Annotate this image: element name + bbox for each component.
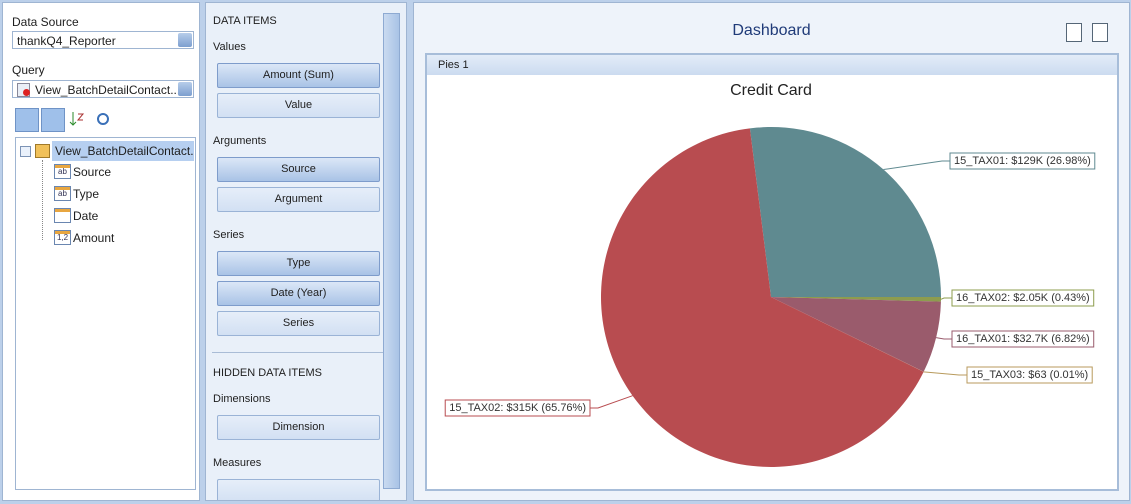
section-label: Measures — [213, 457, 262, 469]
data-label: 16_TAX01: $32.7K (6.82%) — [956, 333, 1090, 345]
leader-line — [923, 371, 967, 376]
collapse-toggle[interactable] — [20, 146, 31, 157]
slice-label: 15_TAX02: $315K (65.76%) — [444, 395, 633, 417]
data-label: 15_TAX01: $129K (26.98%) — [954, 155, 1091, 167]
section-label: Dimensions — [213, 393, 271, 405]
tree-root[interactable]: View_BatchDetailContact... — [52, 141, 194, 161]
toolbar-button[interactable] — [15, 108, 39, 132]
query-combo[interactable]: View_BatchDetailContact... — [12, 80, 194, 98]
slice-label: 16_TAX02: $2.05K (0.43%) — [940, 289, 1095, 307]
data-label: 15_TAX03: $63 (0.01%) — [971, 369, 1088, 381]
combo-text: thankQ4_Reporter — [17, 34, 116, 48]
panel-title: HIDDEN DATA ITEMS — [213, 367, 322, 379]
pie-slice — [749, 127, 941, 297]
dashboard-title: Dashboard — [732, 22, 811, 39]
label: Data Source — [12, 15, 79, 29]
data-label: 15_TAX02: $315K (65.76%) — [449, 402, 586, 414]
sort-button[interactable] — [69, 111, 85, 127]
item-caption: Pies 1 — [427, 55, 1117, 75]
scrollbar[interactable] — [383, 13, 400, 489]
field-icon: 1,2 — [54, 230, 71, 245]
data-item-placeholder[interactable] — [217, 479, 380, 500]
field-icon: ab — [54, 186, 71, 201]
slice-label: 16_TAX01: $32.7K (6.82%) — [935, 330, 1095, 348]
leader-line — [935, 337, 952, 340]
dropdown-button[interactable] — [178, 82, 192, 96]
data-item[interactable]: Source — [217, 157, 380, 182]
data-item[interactable]: Date (Year) — [217, 281, 380, 306]
dropdown-button[interactable] — [178, 33, 192, 47]
data-item-placeholder[interactable]: Series — [217, 311, 380, 336]
combo-text: View_BatchDetailContact... — [35, 83, 181, 97]
tree-field[interactable]: Date — [73, 209, 99, 223]
data-items-panel: DATA ITEMS Values Amount (Sum) Value Arg… — [205, 2, 407, 501]
tree-line — [42, 160, 44, 240]
tree: View_BatchDetailContact... — [15, 137, 196, 490]
data-item-placeholder[interactable]: Argument — [217, 187, 380, 212]
section-label: Series — [213, 229, 245, 241]
chart-title: Credit Card — [730, 82, 812, 99]
panel-title: DATA ITEMS — [213, 15, 277, 27]
section-label: Values — [213, 41, 246, 53]
export-button[interactable] — [1066, 23, 1082, 42]
refresh-button[interactable] — [95, 111, 111, 127]
table-icon — [35, 144, 50, 158]
data-source-combo[interactable]: thankQ4_Reporter — [12, 31, 194, 49]
separator — [212, 352, 400, 353]
pie-chart: Credit Card 15_TAX01: $129K (26.98%) 16_T… — [444, 82, 1096, 468]
slice-label: 15_TAX01: $129K (26.98%) — [883, 152, 1096, 171]
error-icon — [23, 89, 30, 96]
parameters-button[interactable] — [1092, 23, 1108, 42]
sort-icon — [69, 112, 85, 126]
field-icon — [54, 208, 71, 223]
slice-label: 15_TAX03: $63 (0.01%) — [923, 366, 1093, 384]
refresh-icon — [97, 113, 109, 125]
toolbar-button[interactable] — [41, 108, 65, 132]
query-icon — [17, 83, 30, 97]
data-label: 16_TAX02: $2.05K (0.43%) — [956, 292, 1090, 304]
section-label: Arguments — [213, 135, 267, 147]
data-item[interactable]: Type — [217, 251, 380, 276]
pie-slice — [771, 297, 924, 372]
pie-slice — [771, 297, 941, 372]
leader-line — [590, 395, 633, 409]
pie-slice — [601, 128, 924, 468]
leader-line — [883, 160, 950, 171]
data-item[interactable]: Amount (Sum) — [217, 63, 380, 88]
tree-field[interactable]: Source — [73, 165, 112, 179]
tree-field[interactable]: Amount — [73, 231, 115, 245]
data-item-placeholder[interactable]: Value — [217, 93, 380, 118]
field-list-panel: Data Source thankQ4_Reporter Query View_… — [2, 2, 200, 501]
data-item-placeholder[interactable]: Dimension — [217, 415, 380, 440]
tree-field[interactable]: Type — [73, 187, 100, 201]
field-icon: ab — [54, 164, 71, 179]
leader-line — [940, 297, 952, 300]
label: Query — [12, 63, 45, 77]
pie-slice — [771, 297, 941, 302]
